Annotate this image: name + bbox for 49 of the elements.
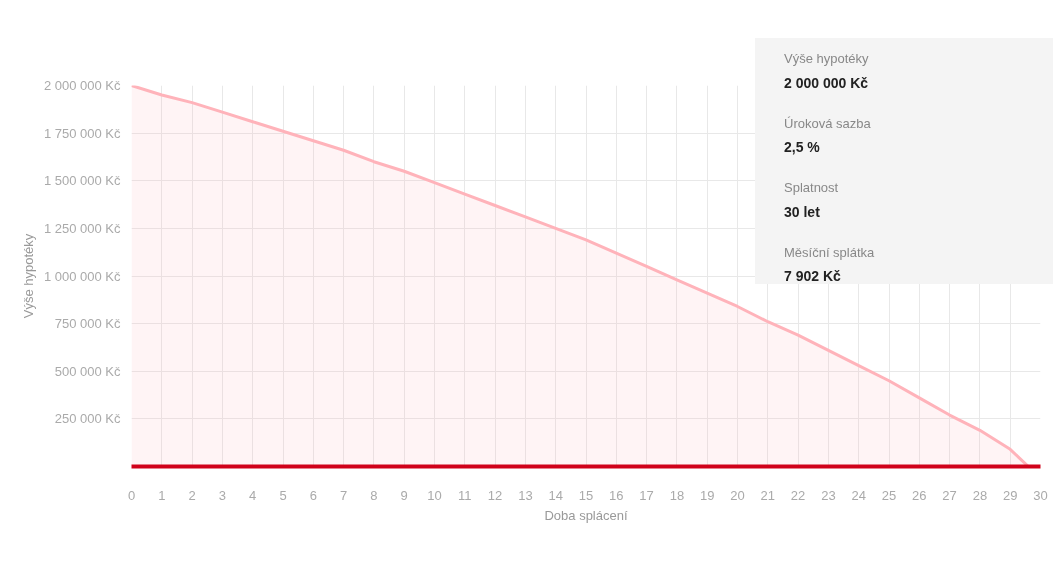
x-tick-label: 26 xyxy=(912,487,927,503)
x-tick-label: 0 xyxy=(127,487,136,503)
x-tick-label: 22 xyxy=(790,487,806,503)
x-tick-label: 13 xyxy=(518,487,533,503)
x-tick-label: 3 xyxy=(218,487,227,503)
x-tick-label: 28 xyxy=(972,487,988,503)
x-tick-label: 8 xyxy=(370,487,378,503)
annotation: 30 let xyxy=(784,202,821,222)
x-tick-label: 4 xyxy=(249,487,257,503)
x-tick-label: 27 xyxy=(942,487,957,503)
x-tick-label: 9 xyxy=(400,487,408,503)
annotation: 2 000 000 Kč xyxy=(784,73,870,93)
annotation: Měsíční splátka xyxy=(784,243,876,262)
text: Výše hypotéky xyxy=(784,51,869,66)
y-tick-label: 1 750 000 Kč xyxy=(43,125,121,141)
x-tick-label: 24 xyxy=(851,487,866,503)
x-axis-title: Doba splácení xyxy=(544,507,628,523)
x-tick-label: 19 xyxy=(699,487,715,503)
x-tick-label: 1 xyxy=(158,487,166,503)
x-tick-label: 14 xyxy=(548,487,563,503)
x-tick-label: 17 xyxy=(639,487,654,503)
x-tick-label: 29 xyxy=(1002,487,1018,503)
y-tick-label: 1 000 000 Kč xyxy=(43,268,121,284)
x-tick-label: 11 xyxy=(458,487,472,503)
x-tick-label: 30 xyxy=(1033,487,1048,503)
y-tick-label: 1 500 000 Kč xyxy=(43,173,121,189)
x-tick-label: 23 xyxy=(821,487,836,503)
y-tick-label: 750 000 Kč xyxy=(54,316,121,332)
y-tick-label: 250 000 Kč xyxy=(54,411,121,427)
y-tick-label: 500 000 Kč xyxy=(54,363,121,379)
y-tick-label: 1 250 000 Kč xyxy=(43,220,121,236)
x-tick-label: 12 xyxy=(487,487,503,503)
x-tick-label: 5 xyxy=(279,487,287,503)
x-tick-label: 21 xyxy=(760,487,776,503)
x-tick-label: 25 xyxy=(881,487,897,503)
x-tick-label: 15 xyxy=(578,487,594,503)
x-tick-label: 20 xyxy=(730,487,745,503)
x-tick-label: 10 xyxy=(427,487,442,503)
x-tick-label: 2 xyxy=(188,487,196,503)
x-tick-label: 18 xyxy=(669,487,685,503)
x-tick-label: 7 xyxy=(339,487,348,503)
annotation: Splatnost xyxy=(784,179,840,198)
x-tick-label: 6 xyxy=(309,487,317,503)
annotation: 7 902 Kč xyxy=(784,267,842,287)
x-tick-label: 16 xyxy=(609,487,624,503)
annotation: 2,5 % xyxy=(784,138,821,158)
y-tick-label: 2 000 000 Kč xyxy=(43,78,121,93)
y-axis-title: Výše hypotéky xyxy=(20,233,36,319)
annotation: Úroková sazba xyxy=(784,114,872,133)
